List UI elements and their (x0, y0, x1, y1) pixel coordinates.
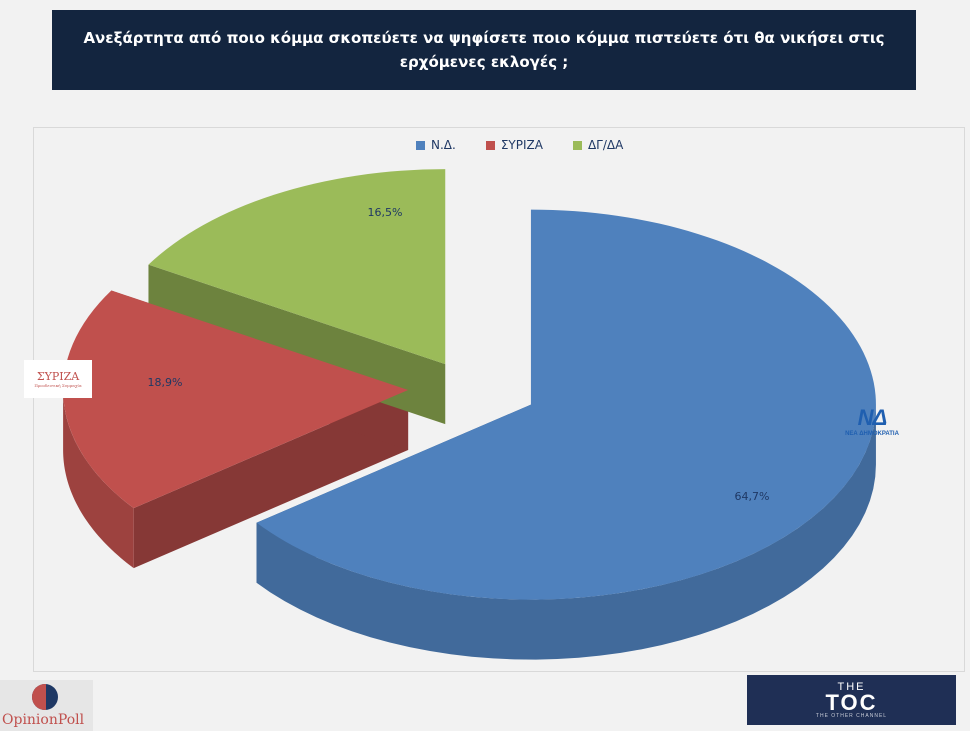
pie-slice-syriza-wall-0 (63, 389, 134, 569)
legend-item-syriza: ΣΥΡΙΖΑ (485, 138, 543, 152)
pie-slice-nd-top (256, 209, 876, 600)
data-label-nd: 64,7% (735, 490, 770, 503)
pie-slice-dgda-top (148, 169, 446, 365)
legend-label-nd: Ν.Δ. (431, 138, 456, 152)
legend-item-nd: Ν.Δ. (416, 138, 456, 152)
toc-logo-tagline: THE OTHER CHANNEL (815, 713, 888, 719)
opinion-poll-circle-icon (32, 684, 58, 710)
opinion-poll-logo-text: OpinionPoll (2, 712, 85, 728)
data-label-dgda: 16,5% (368, 206, 403, 219)
the-toc-logo: THE TOC THE OTHER CHANNEL (747, 675, 956, 725)
legend-label-dgda: ΔΓ/ΔΑ (587, 138, 624, 152)
data-label-syriza: 18,9% (148, 376, 183, 389)
nd-logo-mark: ΝΔ (857, 405, 888, 430)
toc-logo-main: TOC (825, 690, 878, 715)
toc-logo-the: THE (837, 681, 866, 693)
legend-item-dgda: ΔΓ/ΔΑ (572, 138, 624, 152)
chart-title-box: Ανεξάρτητα από ποιο κόμμα σκοπεύετε να ψ… (52, 10, 916, 90)
nd-logo: ΝΔ ΝΕΑ ΔΗΜΟΚΡΑΤΙΑ (842, 405, 902, 449)
legend-swatch-dgda (572, 140, 582, 150)
syriza-logo: ΣΥΡΙΖΑ Προοδευτική Συμμαχία (24, 360, 92, 398)
pie-slice-syriza-edge-0 (133, 389, 409, 569)
nd-logo-subtext: ΝΕΑ ΔΗΜΟΚΡΑΤΙΑ (845, 431, 899, 437)
legend-swatch-syriza (485, 140, 495, 150)
chart-title: Ανεξάρτητα από ποιο κόμμα σκοπεύετε να ψ… (83, 29, 885, 71)
opinion-poll-logo: OpinionPoll (0, 680, 93, 731)
legend: Ν.Δ. ΣΥΡΙΖΑ ΔΓ/ΔΑ (416, 138, 623, 152)
syriza-logo-text: ΣΥΡΙΖΑ (36, 370, 80, 383)
pie-slice-nd-wall-0 (256, 404, 876, 660)
syriza-logo-subtext: Προοδευτική Συμμαχία (34, 383, 82, 388)
pie-slice-syriza-top (63, 290, 409, 509)
legend-label-syriza: ΣΥΡΙΖΑ (500, 138, 543, 152)
legend-swatch-nd (416, 140, 425, 150)
